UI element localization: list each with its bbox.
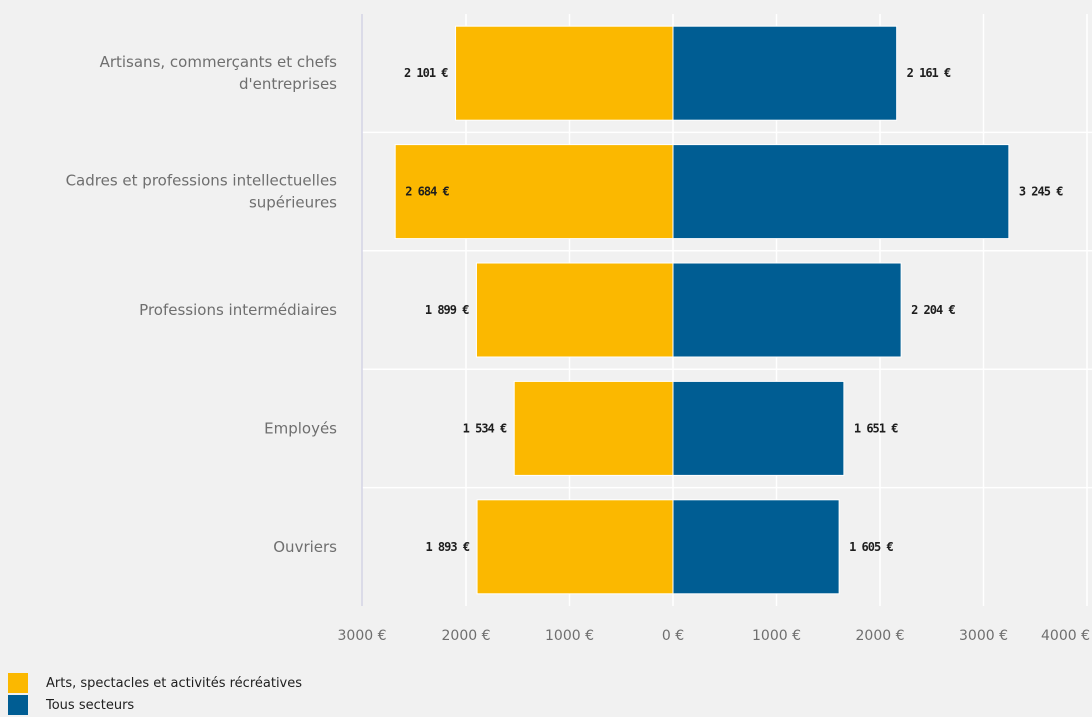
bar-arts [513,380,674,476]
bar-tous-secteurs [672,380,845,476]
x-axis: 3000 € 2000 € 1000 € 0 € 1000 € 2000 € 3000 € 4… [338,14,1090,644]
category-label: Artisans, commerçants et chefs [100,53,338,71]
category-label: d'entreprises [239,75,337,93]
bar-tous-secteurs [672,144,1010,240]
data-labels: 2 101 € 2 161 € 2 684 € 3 245 € 1 899 € 2 204… [404,66,1064,554]
data-label-arts: 1 899 € [425,303,469,317]
x-tick-label: 3000 € [959,628,1008,644]
x-tick-label: 2000 € [856,628,905,644]
bar-tous-secteurs [672,262,902,358]
data-label-arts: 2 684 € [405,185,449,199]
data-label-tous-secteurs: 1 651 € [854,421,898,435]
data-label-tous-secteurs: 3 245 € [1019,185,1063,199]
bar-arts [455,25,674,121]
legend-item-tous-secteurs[interactable]: Tous secteurs [8,694,302,716]
x-tick-label: 2000 € [442,628,491,644]
category-label: Cadres et professions intellectuelles [66,172,338,190]
x-tick-label: 3000 € [338,628,387,644]
data-label-arts: 1 893 € [425,540,469,554]
data-label-arts: 1 534 € [463,421,507,435]
bars [394,25,1010,595]
category-label: supérieures [249,194,337,212]
legend-swatch [8,695,28,715]
category-label: Ouvriers [273,538,337,556]
bar-arts [475,262,674,358]
x-tick-label: 4000 € [1041,628,1090,644]
legend-item-arts[interactable]: Arts, spectacles et activités récréative… [8,672,302,694]
legend-swatch [8,673,28,693]
category-labels: Artisans, commerçants et chefs d'entrepri… [66,53,338,556]
x-tick-label: 0 € [662,628,684,644]
bar-tous-secteurs [672,25,898,121]
data-label-tous-secteurs: 2 204 € [911,303,955,317]
bar-tous-secteurs [672,499,840,595]
bar-arts [476,499,674,595]
legend-label: Arts, spectacles et activités récréative… [46,675,303,691]
data-label-tous-secteurs: 1 605 € [849,540,893,554]
legend-label: Tous secteurs [46,697,135,713]
category-label: Professions intermédiaires [139,301,337,319]
x-tick-label: 1000 € [752,628,801,644]
legend: Arts, spectacles et activités récréative… [8,672,302,716]
bar-arts [394,144,674,240]
x-tick-label: 1000 € [545,628,594,644]
data-label-tous-secteurs: 2 161 € [907,66,951,80]
category-label: Employés [264,419,337,437]
data-label-arts: 2 101 € [404,66,448,80]
